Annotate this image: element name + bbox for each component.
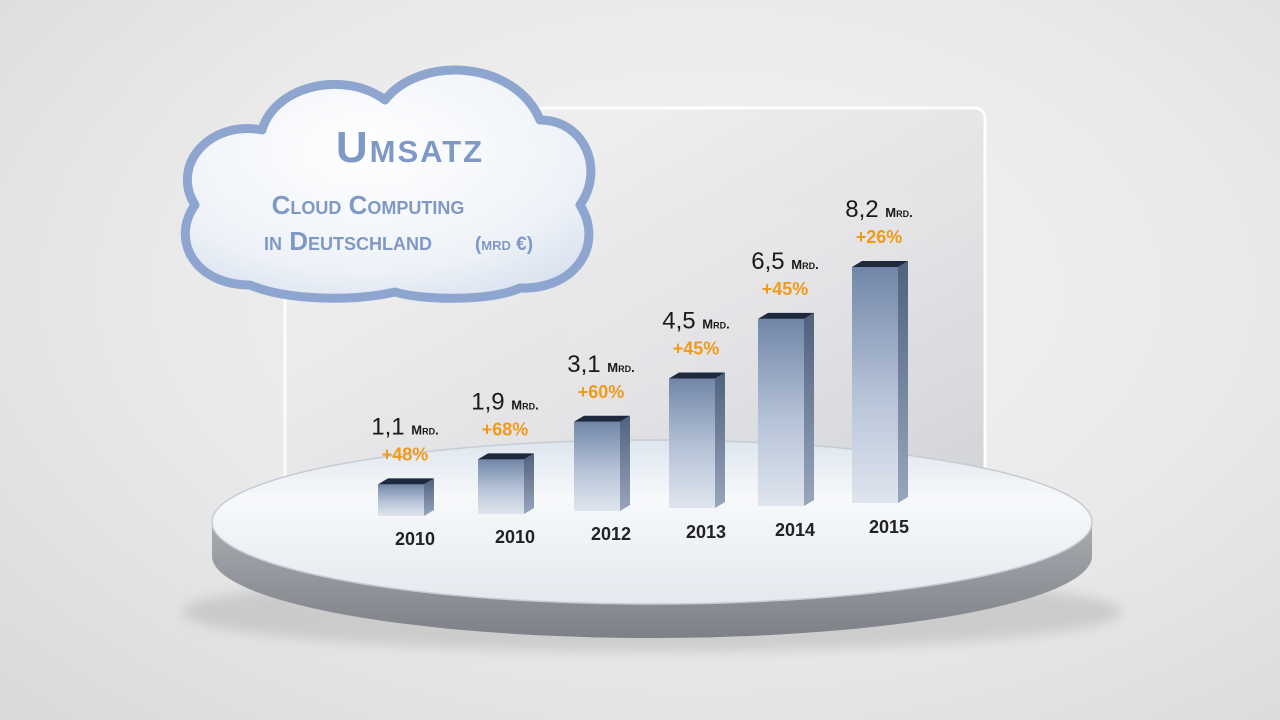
- bar-side-1: [524, 453, 534, 514]
- growth-label-1: +68%: [482, 419, 529, 439]
- bar-top-3: [669, 372, 725, 379]
- bar-2: [574, 421, 620, 511]
- title-main: Umsatz: [336, 123, 484, 172]
- bar-side-2: [620, 415, 630, 511]
- year-label-4: 2014: [775, 520, 815, 540]
- platform-top: [211, 439, 1093, 605]
- bar-top-1: [478, 453, 534, 460]
- bar-1: [478, 459, 524, 514]
- year-label-1: 2010: [495, 527, 535, 547]
- growth-label-5: +26%: [856, 227, 903, 247]
- growth-label-4: +45%: [762, 279, 809, 299]
- bar-5: [852, 267, 898, 503]
- title-cloud: Umsatz Cloud Computing in Deutschland (m…: [180, 65, 596, 303]
- year-label-0: 2010: [395, 529, 435, 549]
- bar-top-4: [758, 312, 814, 319]
- value-label-3: 4,5 Mrd.: [662, 307, 729, 334]
- year-label-3: 2013: [686, 522, 726, 542]
- value-label-0: 1,1 Mrd.: [371, 413, 438, 440]
- year-label-2: 2012: [591, 524, 631, 544]
- growth-label-3: +45%: [673, 338, 720, 358]
- year-label-5: 2015: [869, 517, 909, 537]
- bar-side-5: [898, 261, 908, 503]
- cloud-shape: [180, 65, 596, 303]
- bar-top-2: [574, 415, 630, 422]
- bar-side-3: [715, 372, 725, 508]
- bar-0: [378, 484, 424, 516]
- value-label-5: 8,2 Mrd.: [845, 196, 912, 223]
- bar-4: [758, 318, 804, 506]
- value-label-1: 1,9 Mrd.: [471, 388, 538, 415]
- bar-side-0: [424, 478, 434, 516]
- bar-top-0: [378, 478, 434, 485]
- growth-label-0: +48%: [382, 444, 429, 464]
- title-line1: Cloud Computing: [272, 190, 465, 220]
- value-label-2: 3,1 Mrd.: [567, 351, 634, 378]
- title-unit: (mrd €): [475, 234, 533, 255]
- bar-top-5: [852, 261, 908, 267]
- value-label-4: 6,5 Mrd.: [751, 248, 818, 275]
- growth-label-2: +60%: [578, 382, 625, 402]
- title-line2: in Deutschland: [264, 226, 432, 256]
- bar-3: [669, 378, 715, 508]
- bar-side-4: [804, 312, 814, 506]
- bar-group: 1,1 Mrd. +48% 2010 1,9 Mrd. +68% 2010 3,1 Mrd.…: [371, 196, 912, 549]
